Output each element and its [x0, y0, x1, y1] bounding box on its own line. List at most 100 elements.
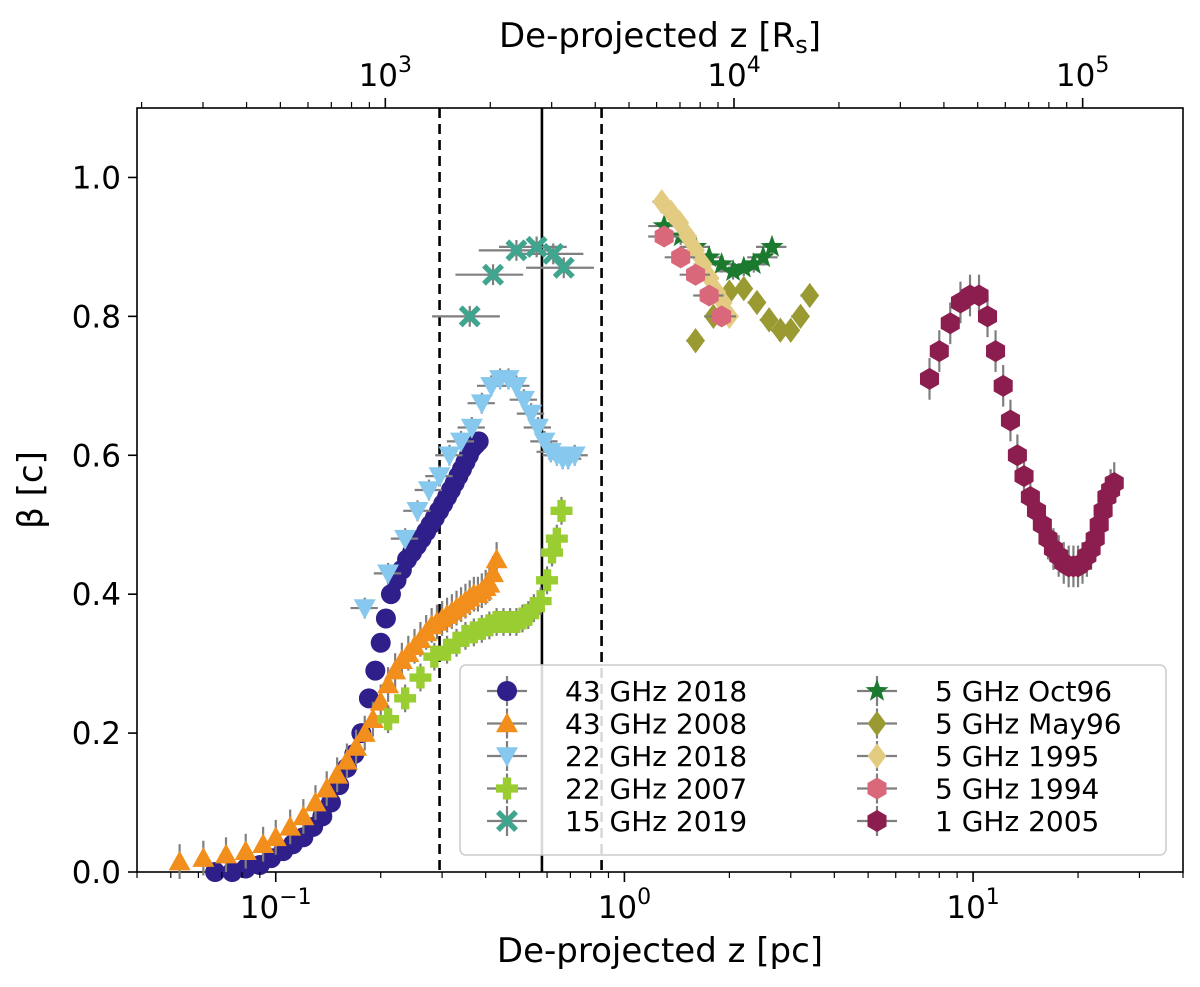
data-point	[326, 763, 349, 784]
data-point	[470, 394, 493, 415]
legend-label: 1 GHz 2005	[935, 805, 1099, 838]
data-point	[526, 418, 549, 439]
data-point	[292, 805, 315, 826]
legend-item: 1 GHz 2005	[857, 805, 1099, 838]
legend-label: 5 GHz May96	[935, 708, 1122, 741]
y-tick-label: 0.8	[72, 299, 121, 335]
top-axis-label-sub: s	[795, 31, 808, 59]
data-point	[563, 446, 586, 467]
data-point	[375, 608, 396, 629]
data-point	[552, 256, 575, 279]
axis-ticks: 0.0 0.2 0.4 0.6 0.8 1.0 10−1 100 101 103 104 105	[72, 53, 1184, 926]
data-point	[670, 209, 689, 236]
data-point	[751, 245, 775, 268]
data-point	[654, 225, 674, 248]
data-point	[369, 690, 392, 711]
legend-item: 15 GHz 2019	[487, 805, 747, 838]
data-point	[541, 541, 564, 564]
data-point	[168, 850, 191, 871]
data-point	[977, 305, 998, 328]
y-tick-label: 0.0	[72, 855, 121, 891]
data-point	[550, 499, 573, 522]
series-2	[168, 542, 508, 879]
y-tick-label: 1.0	[72, 160, 121, 196]
data-point	[394, 687, 417, 710]
data-point	[252, 833, 275, 854]
data-point	[279, 815, 302, 836]
data-point	[520, 404, 543, 425]
data-point	[699, 284, 719, 307]
legend-label: 5 GHz Oct96	[935, 675, 1112, 708]
data-point	[732, 255, 756, 278]
data-point	[304, 791, 327, 812]
data-point	[686, 328, 705, 354]
legend-label: 43 GHz 2018	[565, 675, 747, 708]
legend-item: 5 GHz Oct96	[857, 675, 1112, 708]
legend-label: 5 GHz 1994	[935, 773, 1099, 806]
series-4	[377, 496, 573, 734]
data-point	[993, 374, 1013, 397]
data-point	[760, 234, 784, 257]
data-point	[215, 843, 238, 864]
legend-label: 5 GHz 1995	[935, 740, 1099, 773]
data-point	[377, 708, 400, 731]
data-point	[192, 847, 215, 867]
legend-marker	[867, 810, 887, 832]
legend-marker	[496, 810, 518, 832]
data-point	[406, 502, 429, 522]
data-point	[505, 377, 528, 397]
series-5	[432, 235, 594, 328]
data-point	[353, 722, 376, 742]
top-tick-label: 105	[1056, 53, 1109, 94]
data-point	[458, 305, 481, 328]
data-point	[734, 275, 754, 302]
data-point	[529, 590, 552, 613]
data-point	[652, 213, 676, 236]
data-point	[482, 562, 505, 583]
legend-marker	[867, 743, 887, 769]
data-point	[759, 307, 779, 333]
data-point	[438, 446, 461, 467]
data-point	[370, 632, 391, 653]
data-point	[365, 660, 386, 681]
legend-marker	[867, 710, 887, 737]
data-point	[505, 239, 528, 262]
y-tick-label: 0.6	[72, 438, 121, 474]
data-point	[1014, 465, 1034, 488]
data-point	[264, 826, 287, 847]
legend-marker	[496, 777, 518, 800]
legend-item: 5 GHz May96	[857, 708, 1122, 741]
data-point	[929, 340, 949, 363]
legend-label: 22 GHz 2018	[565, 740, 747, 773]
data-point	[445, 631, 468, 654]
data-point	[353, 599, 376, 620]
data-point	[791, 303, 810, 330]
data-point	[417, 481, 440, 501]
series-9	[648, 225, 737, 328]
data-point	[315, 777, 338, 798]
data-point	[700, 265, 720, 291]
legend-item: 22 GHz 2018	[487, 740, 747, 773]
legend-item: 22 GHz 2007	[487, 773, 747, 806]
data-point	[450, 432, 473, 453]
data-point	[205, 862, 226, 882]
x-tick-label: 10−1	[240, 885, 312, 926]
top-axis-label-main: De-projected z [R	[499, 16, 795, 56]
data-point	[428, 467, 451, 488]
data-point	[485, 548, 508, 569]
data-point	[1104, 472, 1124, 495]
data-point	[800, 282, 820, 309]
data-point	[710, 252, 734, 275]
data-point	[409, 666, 432, 689]
legend-label: 15 GHz 2019	[565, 805, 747, 838]
data-point	[712, 305, 732, 328]
data-point	[377, 564, 400, 585]
data-point	[482, 263, 505, 286]
top-tick-label: 103	[359, 53, 412, 94]
data-point	[536, 569, 559, 592]
legend-item: 43 GHz 2018	[487, 675, 747, 708]
data-point	[384, 659, 407, 680]
